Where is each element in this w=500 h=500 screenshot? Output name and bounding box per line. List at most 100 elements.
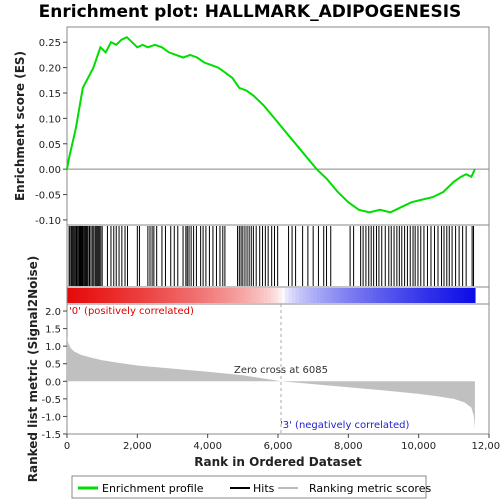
rank-color-segment xyxy=(334,288,339,303)
rank-color-segment xyxy=(344,288,349,303)
rank-color-segment xyxy=(316,288,321,303)
es-panel-frame xyxy=(66,26,490,226)
rank-color-segment xyxy=(281,288,286,303)
rank-color-segment xyxy=(151,288,156,303)
rank-color-segment xyxy=(383,288,388,303)
rank-color-segment xyxy=(221,288,226,303)
metric-y-tick-label: -1.0 xyxy=(41,412,61,423)
rank-color-segment xyxy=(376,288,381,303)
rank-color-segment xyxy=(429,288,434,303)
rank-color-segment xyxy=(140,288,145,303)
rank-color-segment xyxy=(330,288,335,303)
rank-color-segment xyxy=(116,288,121,303)
rank-color-segment xyxy=(460,288,465,303)
es-y-tick-label: 0.00 xyxy=(39,165,61,176)
es-y-tick-label: 0.15 xyxy=(39,89,61,100)
x-tick-label: 4,000 xyxy=(193,441,222,452)
rank-color-segment xyxy=(186,288,191,303)
rank-color-segment xyxy=(443,288,448,303)
x-tick-label: 8,000 xyxy=(334,441,363,452)
rank-color-segment xyxy=(358,288,364,303)
hits-panel xyxy=(68,226,475,286)
rank-color-segment xyxy=(158,288,163,303)
es-y-tick-label: -0.05 xyxy=(35,191,61,202)
rank-color-segment xyxy=(218,288,223,303)
ranking-metric-area xyxy=(67,335,475,429)
rank-color-segment xyxy=(355,288,360,303)
rank-color-segment xyxy=(372,288,378,303)
rank-color-segment xyxy=(464,288,469,303)
rank-color-segment xyxy=(267,288,272,303)
rank-color-segment xyxy=(320,288,325,303)
rank-color-segment xyxy=(432,288,437,303)
rank-color-segment xyxy=(418,288,423,303)
rank-color-segment xyxy=(341,288,346,303)
rank-color-segment xyxy=(172,288,177,303)
rank-color-segment xyxy=(232,288,237,303)
ranking-color-bar xyxy=(67,288,476,303)
rank-color-segment xyxy=(292,288,297,303)
rank-color-segment xyxy=(404,288,409,303)
metric-y-tick-label: 0.0 xyxy=(45,377,61,388)
rank-color-segment xyxy=(242,288,247,303)
es-y-ticks: -0.10 -0.05 0.00 0.05 0.10 0.15 0.20 0.25 xyxy=(35,38,67,227)
rank-color-segment xyxy=(337,288,342,303)
rank-color-segment xyxy=(306,288,311,303)
zero-cross-label: Zero cross at 6085 xyxy=(234,365,328,376)
rank-color-segment xyxy=(249,288,254,303)
rank-color-segment xyxy=(109,288,114,303)
rank-color-segment xyxy=(123,288,128,303)
rank-color-segment xyxy=(425,288,430,303)
rank-color-segment xyxy=(176,288,181,303)
rank-color-segment xyxy=(81,288,86,303)
rank-color-segment xyxy=(253,288,258,303)
rank-color-segment xyxy=(309,288,314,303)
rank-color-segment xyxy=(74,288,79,303)
es-y-tick-label: -0.10 xyxy=(35,216,61,227)
rank-color-segment xyxy=(183,288,188,303)
rank-color-segment xyxy=(211,288,216,303)
rank-color-segment xyxy=(288,288,293,303)
rank-color-segment xyxy=(225,288,230,303)
rank-color-segment xyxy=(299,288,304,303)
es-y-axis-label: Enrichment score (ES) xyxy=(13,51,27,201)
rank-color-segment xyxy=(387,288,392,303)
rank-color-segment xyxy=(67,288,72,303)
rank-color-segment xyxy=(70,288,75,303)
metric-y-tick-label: 0.5 xyxy=(45,360,61,371)
rank-color-segment xyxy=(161,288,167,303)
es-y-tick-label: 0.25 xyxy=(39,38,61,49)
rank-color-segment xyxy=(147,288,153,303)
chart-title: Enrichment plot: HALLMARK_ADIPOGENESIS xyxy=(39,2,462,22)
metric-y-tick-label: 2.0 xyxy=(45,307,61,318)
enrichment-profile-line xyxy=(66,36,476,214)
rank-color-segment xyxy=(467,288,473,303)
x-axis-label: Rank in Ordered Dataset xyxy=(194,455,362,469)
legend-label-enrichment: Enrichment profile xyxy=(102,482,204,495)
rank-color-segment xyxy=(453,288,458,303)
rank-color-segment xyxy=(351,288,356,303)
rank-color-segment xyxy=(207,288,212,303)
metric-y-axis-label: Ranked list metric (Signal2Noise) xyxy=(26,256,40,483)
rank-color-segment xyxy=(436,288,441,303)
rank-color-segment xyxy=(348,288,353,303)
metric-y-tick-label: 1.5 xyxy=(45,325,61,336)
rank-color-segment xyxy=(422,288,427,303)
rank-color-segment xyxy=(401,288,406,303)
rank-color-segment xyxy=(246,288,251,303)
rank-color-segment xyxy=(190,288,195,303)
x-tick-label: 0 xyxy=(64,441,70,452)
es-y-tick-label: 0.10 xyxy=(39,114,61,125)
rank-color-segment xyxy=(214,288,219,303)
rank-color-segment xyxy=(295,288,300,303)
metric-y-tick-label: 1.0 xyxy=(45,342,61,353)
metric-y-tick-label: -1.5 xyxy=(41,430,61,441)
rank-color-segment xyxy=(362,288,367,303)
rank-color-segment xyxy=(165,288,170,303)
rank-color-segment xyxy=(200,288,205,303)
rank-color-segment xyxy=(313,288,318,303)
rank-color-segment xyxy=(365,288,371,303)
rank-color-segment xyxy=(137,288,142,303)
rank-color-segment xyxy=(112,288,117,303)
